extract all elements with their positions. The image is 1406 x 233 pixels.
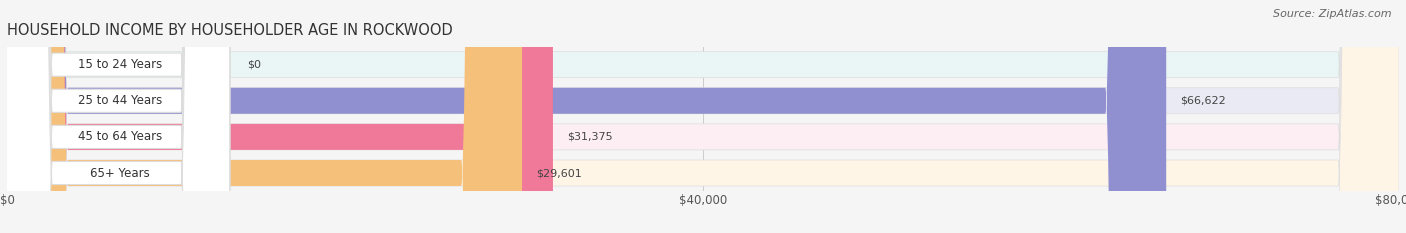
FancyBboxPatch shape bbox=[7, 0, 1166, 233]
Text: 45 to 64 Years: 45 to 64 Years bbox=[77, 130, 162, 143]
Text: $31,375: $31,375 bbox=[567, 132, 613, 142]
Text: 65+ Years: 65+ Years bbox=[90, 167, 150, 179]
FancyBboxPatch shape bbox=[7, 0, 522, 233]
FancyBboxPatch shape bbox=[4, 0, 229, 233]
Text: 15 to 24 Years: 15 to 24 Years bbox=[77, 58, 162, 71]
FancyBboxPatch shape bbox=[7, 0, 1399, 233]
Text: Source: ZipAtlas.com: Source: ZipAtlas.com bbox=[1274, 9, 1392, 19]
Text: $66,622: $66,622 bbox=[1180, 96, 1226, 106]
FancyBboxPatch shape bbox=[7, 0, 553, 233]
FancyBboxPatch shape bbox=[4, 0, 229, 233]
Text: 25 to 44 Years: 25 to 44 Years bbox=[77, 94, 162, 107]
FancyBboxPatch shape bbox=[7, 0, 1399, 233]
FancyBboxPatch shape bbox=[4, 0, 229, 233]
Text: $29,601: $29,601 bbox=[536, 168, 582, 178]
Text: HOUSEHOLD INCOME BY HOUSEHOLDER AGE IN ROCKWOOD: HOUSEHOLD INCOME BY HOUSEHOLDER AGE IN R… bbox=[7, 24, 453, 38]
Text: $0: $0 bbox=[247, 60, 262, 70]
FancyBboxPatch shape bbox=[7, 0, 1399, 233]
FancyBboxPatch shape bbox=[7, 0, 1399, 233]
FancyBboxPatch shape bbox=[4, 0, 229, 233]
